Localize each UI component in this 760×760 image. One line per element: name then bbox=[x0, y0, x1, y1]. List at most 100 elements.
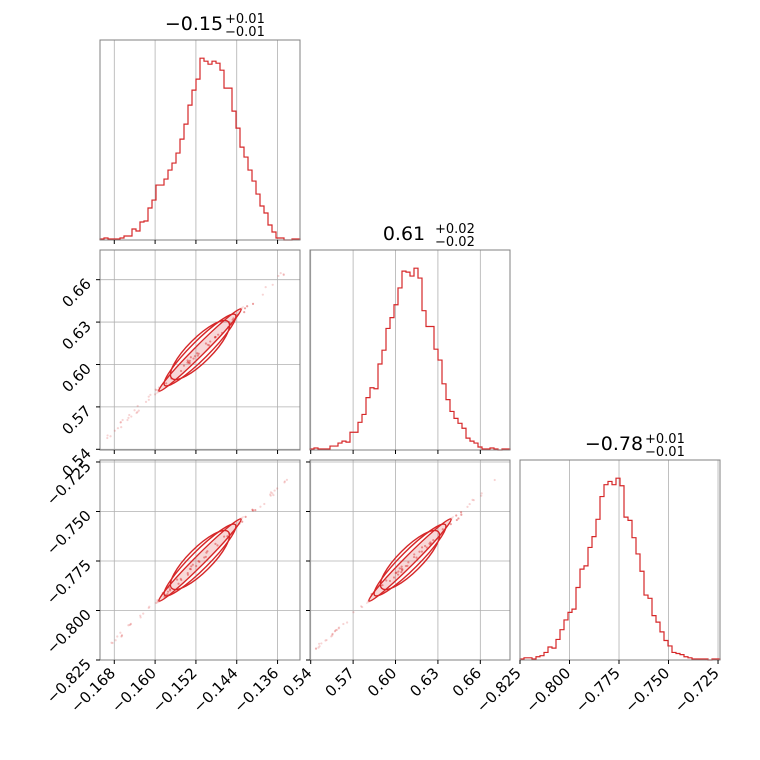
param-median: 0.61 bbox=[383, 223, 425, 245]
panel-frame bbox=[99, 39, 301, 241]
sample-point bbox=[120, 426, 123, 429]
sample-point bbox=[261, 293, 264, 296]
sample-point bbox=[214, 335, 217, 339]
sample-point bbox=[273, 489, 276, 492]
param-error-minus: −0.01 bbox=[225, 25, 265, 40]
sample-point bbox=[334, 628, 338, 632]
contour-level-0 bbox=[368, 518, 452, 602]
sample-point bbox=[330, 635, 333, 638]
sample-point bbox=[196, 354, 199, 357]
contour-level-0 bbox=[158, 518, 242, 602]
x-tick-label: 0.57 bbox=[322, 664, 358, 700]
sample-point bbox=[182, 364, 186, 367]
x-tick-label: −0.725 bbox=[671, 664, 723, 716]
contour-level-2 bbox=[379, 529, 441, 591]
sample-point bbox=[165, 382, 168, 385]
sample-point bbox=[187, 361, 190, 365]
sample-point bbox=[196, 352, 199, 355]
panel-frame bbox=[309, 249, 511, 451]
data-layer bbox=[99, 57, 721, 661]
sample-point bbox=[455, 514, 458, 517]
sample-point bbox=[197, 560, 200, 563]
sample-point bbox=[412, 555, 416, 559]
sample-point bbox=[320, 642, 323, 645]
x-tick-label: 0.63 bbox=[406, 664, 442, 700]
sample-point bbox=[147, 606, 150, 609]
sample-point bbox=[282, 273, 285, 277]
contour-level-1 bbox=[163, 523, 237, 597]
panel-frame bbox=[519, 459, 721, 661]
sample-point bbox=[395, 571, 398, 574]
param-error-plus: +0.01 bbox=[645, 432, 685, 447]
sample-point bbox=[407, 561, 410, 564]
y-tick-label: −0.775 bbox=[43, 556, 95, 608]
sample-point bbox=[283, 481, 286, 484]
x-tick-label: 0.60 bbox=[364, 664, 400, 700]
sample-point bbox=[345, 621, 349, 624]
sample-point bbox=[404, 564, 407, 568]
sample-point bbox=[179, 577, 182, 580]
x-tick-label: −0.800 bbox=[522, 664, 574, 716]
x-tick-label: −0.152 bbox=[149, 664, 201, 716]
sample-point bbox=[214, 542, 217, 545]
sample-point bbox=[406, 564, 409, 567]
sample-point bbox=[106, 436, 109, 440]
sample-point bbox=[277, 274, 280, 278]
sample-point bbox=[214, 335, 217, 339]
sample-point bbox=[186, 361, 189, 364]
sample-point bbox=[337, 627, 340, 630]
sample-point bbox=[190, 565, 193, 568]
sample-point bbox=[129, 623, 132, 626]
sample-point bbox=[114, 639, 117, 642]
sample-point bbox=[325, 638, 328, 642]
x-tick-label: 0.66 bbox=[449, 664, 485, 700]
sample-point bbox=[204, 555, 207, 558]
sample-point bbox=[147, 395, 150, 398]
sample-point bbox=[223, 535, 226, 538]
sample-point bbox=[441, 528, 444, 531]
sample-point bbox=[186, 359, 189, 362]
sample-point bbox=[466, 505, 469, 508]
sample-point bbox=[156, 599, 159, 602]
sample-point bbox=[130, 415, 133, 418]
sample-point bbox=[254, 509, 257, 512]
panel-frame bbox=[309, 459, 511, 661]
sample-point bbox=[415, 556, 418, 559]
sample-point bbox=[179, 369, 183, 373]
sample-point bbox=[337, 626, 341, 629]
sample-point bbox=[314, 647, 318, 650]
sample-point bbox=[144, 400, 148, 403]
sample-point bbox=[449, 523, 452, 526]
sample-point bbox=[360, 605, 363, 608]
sample-point bbox=[335, 628, 339, 632]
sample-point bbox=[198, 560, 201, 563]
sample-point bbox=[208, 344, 211, 347]
sample-point bbox=[133, 409, 136, 412]
sample-point bbox=[283, 480, 286, 483]
contour-fill bbox=[156, 306, 244, 394]
sample-point bbox=[251, 302, 255, 305]
sample-point bbox=[468, 502, 471, 506]
sample-point bbox=[396, 573, 400, 576]
sample-point bbox=[203, 556, 206, 559]
sample-point bbox=[251, 509, 255, 512]
sample-point bbox=[147, 398, 150, 401]
contour-level-2 bbox=[169, 529, 231, 591]
sample-point bbox=[116, 427, 120, 430]
sample-point bbox=[455, 518, 458, 522]
param-median: −0.15 bbox=[165, 13, 223, 35]
sample-point bbox=[149, 393, 152, 396]
sample-point bbox=[142, 612, 145, 615]
sample-point bbox=[429, 541, 432, 544]
sample-point bbox=[126, 418, 129, 422]
sample-point bbox=[361, 605, 364, 609]
panel-frame bbox=[99, 249, 301, 451]
sample-point bbox=[457, 517, 460, 520]
y-tick-label: 0.63 bbox=[58, 317, 94, 353]
panel-frame bbox=[99, 459, 301, 661]
sample-point bbox=[400, 565, 403, 568]
sample-point bbox=[156, 600, 159, 603]
sample-point bbox=[189, 568, 192, 571]
contour-level-0 bbox=[158, 308, 242, 392]
